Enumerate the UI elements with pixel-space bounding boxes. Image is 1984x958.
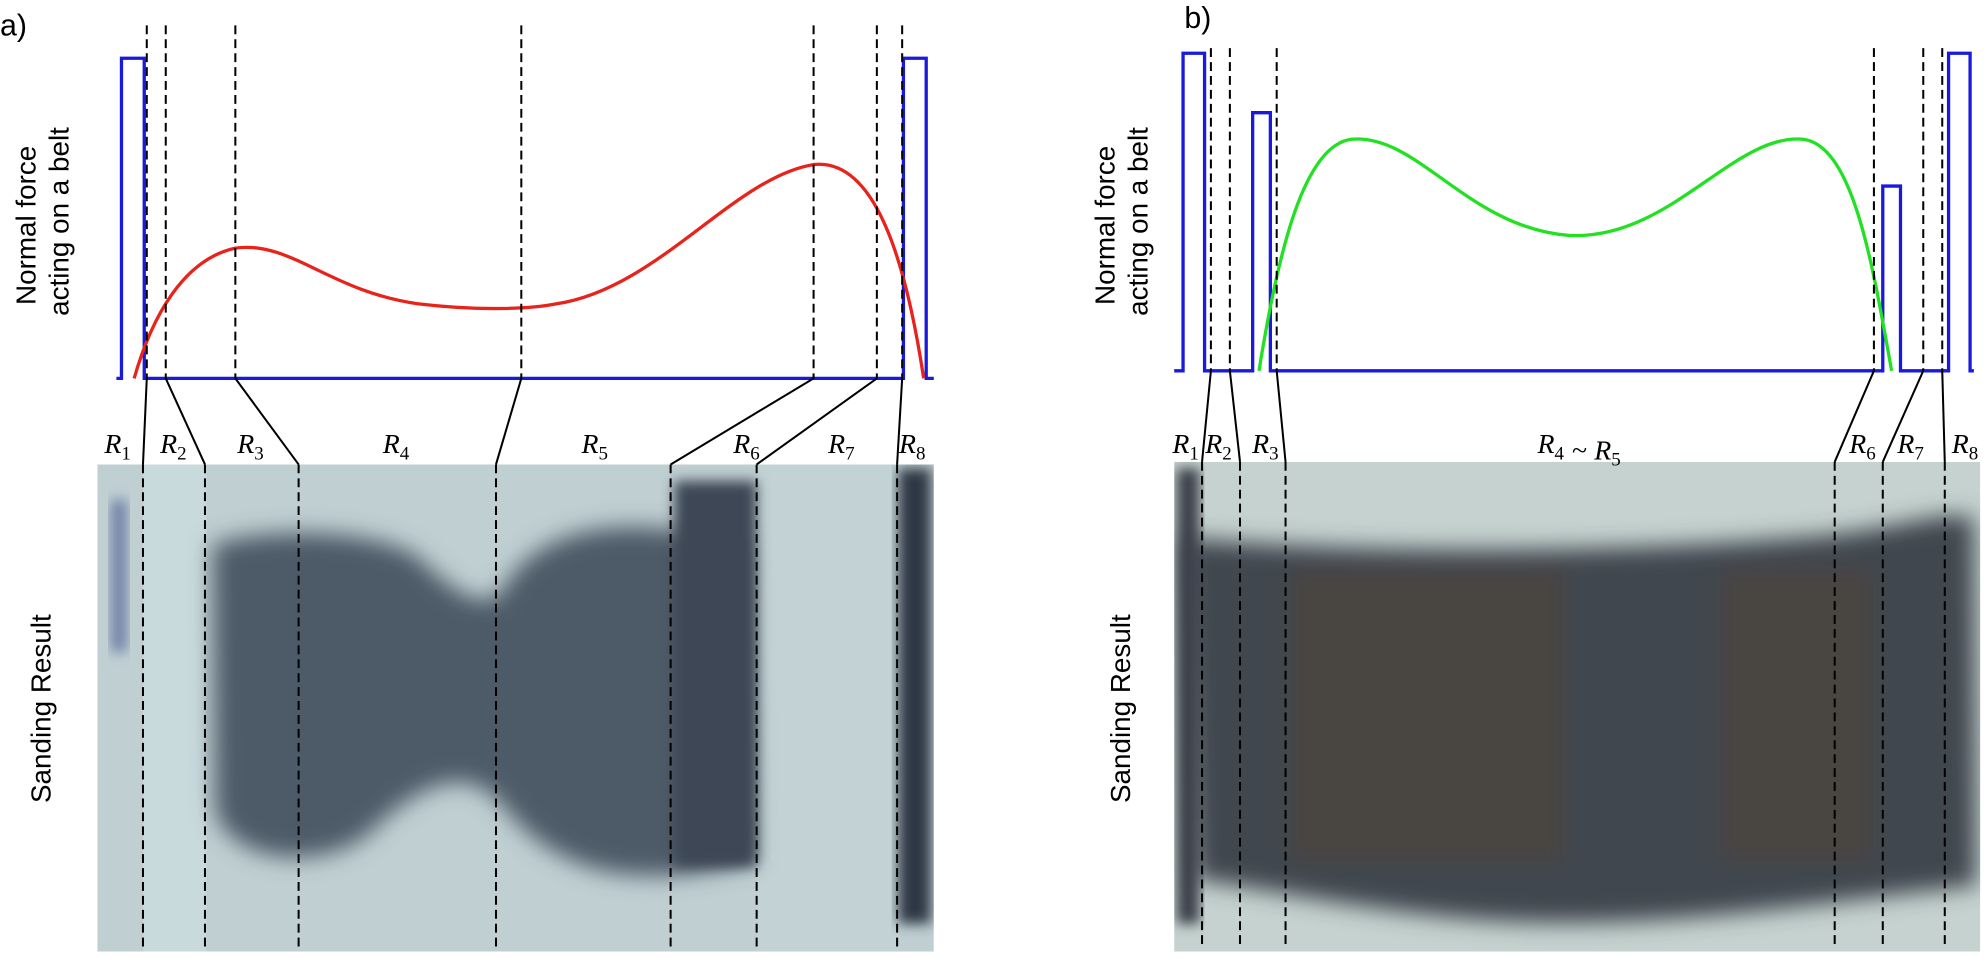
- y-label-line: Normal force: [10, 146, 41, 305]
- force-curve: [132, 162, 926, 379]
- connector: [1833, 370, 1875, 463]
- connector: [1941, 370, 1946, 462]
- y-label-line: acting on a belt: [1123, 127, 1154, 316]
- connector: [756, 377, 878, 466]
- region-index: 6: [1866, 443, 1875, 464]
- region-label: R4 ~ R5: [1536, 429, 1620, 471]
- region-index: 6: [750, 443, 759, 464]
- region-index: 8: [916, 443, 925, 464]
- sanding-image: [97, 464, 934, 952]
- sanding-image: [1174, 461, 1981, 952]
- region-symbol: R: [159, 429, 177, 460]
- region-index: 2: [1222, 443, 1231, 464]
- region-index: 4: [400, 443, 410, 464]
- region-index: 4: [1554, 443, 1564, 464]
- connector: [1228, 370, 1242, 463]
- region-index: 2: [177, 443, 186, 464]
- image-label: Sanding Result: [26, 614, 57, 803]
- region-index: 3: [254, 443, 263, 464]
- region-index: 1: [1189, 443, 1198, 464]
- region-symbol: ~: [1572, 435, 1587, 466]
- region-symbol: R: [236, 429, 254, 460]
- region-label: R1: [1171, 429, 1198, 464]
- region-symbol: R: [827, 429, 845, 460]
- signal: [116, 56, 934, 381]
- panel-tag: a): [0, 10, 27, 43]
- region-index: 3: [1269, 443, 1278, 464]
- region-label: R2: [159, 429, 186, 464]
- force-curve: [1257, 137, 1894, 372]
- region-symbol: R: [1536, 429, 1554, 460]
- region-symbol: R: [382, 429, 400, 460]
- region-lines: [1201, 48, 1946, 950]
- region-label: R4: [382, 429, 410, 464]
- connector: [164, 377, 206, 465]
- connector: [234, 377, 300, 466]
- y-label-line: Normal force: [1090, 146, 1121, 305]
- region-symbol: R: [103, 429, 121, 460]
- connector: [1881, 370, 1925, 463]
- region-index: 5: [598, 443, 607, 464]
- y-label: Normal force acting on a belt: [10, 127, 74, 316]
- connector: [1201, 370, 1212, 463]
- region-label: R5: [580, 429, 607, 464]
- signal: [1174, 51, 1974, 373]
- region-label: R7: [827, 429, 854, 464]
- region-symbol: R: [1204, 429, 1222, 460]
- region-index: 5: [1611, 450, 1620, 471]
- region-label: R1: [103, 429, 130, 464]
- region-symbol: R: [1848, 429, 1866, 460]
- region-index: 7: [845, 443, 854, 464]
- region-symbol: R: [580, 429, 598, 460]
- region-index: 1: [121, 443, 130, 464]
- y-label-line: acting on a belt: [43, 127, 74, 316]
- region-label: R3: [236, 429, 263, 464]
- connector: [896, 378, 904, 465]
- region-label: R2: [1204, 429, 1231, 464]
- connector: [495, 378, 523, 465]
- region-label: R7: [1896, 429, 1923, 464]
- region-label: R6: [732, 429, 759, 464]
- connector: [670, 377, 815, 466]
- region-lines: [141, 25, 904, 952]
- region-index: 8: [1969, 443, 1978, 464]
- connector: [1275, 370, 1287, 463]
- region-symbol: R: [1896, 429, 1914, 460]
- region-symbol: R: [1171, 429, 1189, 460]
- region-symbol: R: [1251, 429, 1269, 460]
- region-label: R8: [1951, 429, 1978, 464]
- region-index: 7: [1914, 443, 1923, 464]
- region-symbol: R: [1593, 435, 1611, 466]
- region-symbol: R: [732, 429, 750, 460]
- connector: [141, 378, 148, 465]
- image-label: Sanding Result: [1105, 614, 1136, 803]
- region-label: R3: [1251, 429, 1278, 464]
- region-label: R6: [1848, 429, 1875, 464]
- region-symbol: R: [898, 429, 916, 460]
- y-label: Normal force acting on a belt: [1090, 127, 1154, 316]
- panel-tag: b): [1184, 2, 1211, 35]
- region-label: R8: [898, 429, 925, 464]
- region-symbol: R: [1951, 429, 1969, 460]
